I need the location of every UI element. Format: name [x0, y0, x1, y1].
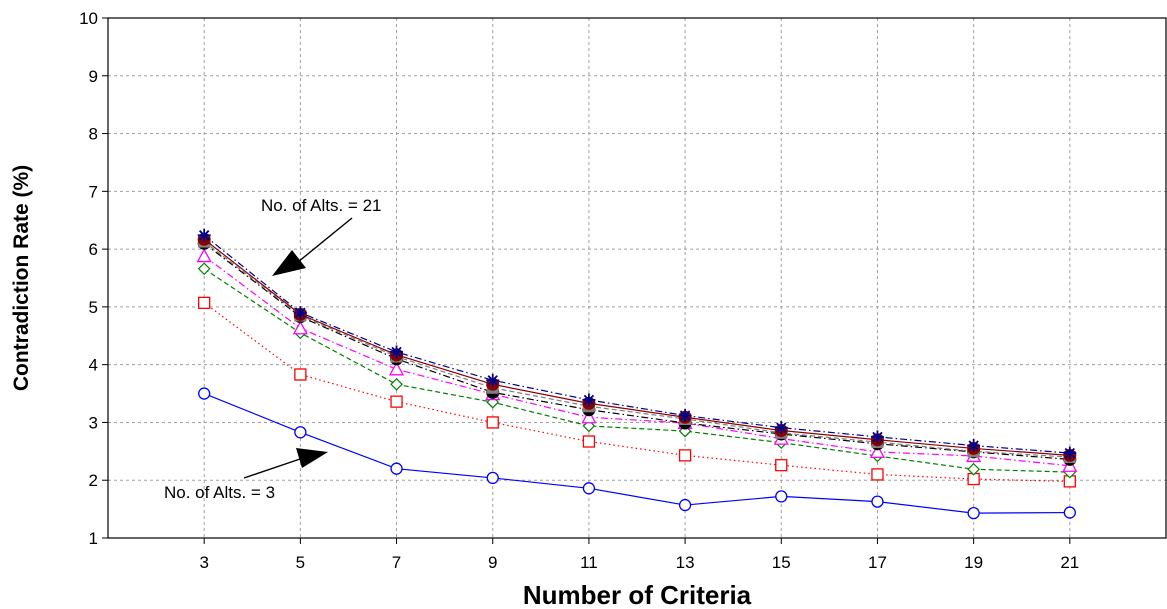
data-point	[390, 462, 403, 475]
data-point	[294, 426, 307, 439]
data-point	[292, 320, 308, 335]
data-point	[197, 262, 211, 276]
data-point	[486, 471, 499, 485]
x-tick-label: 5	[296, 553, 305, 572]
data-point	[678, 498, 692, 512]
x-tick-label: 3	[199, 553, 208, 572]
y-axis: 1 2 3 4 5 6 7 8 9 10	[79, 9, 108, 548]
grid	[108, 18, 1166, 538]
data-point	[775, 490, 788, 503]
data-point	[967, 439, 981, 453]
x-tick-label: 9	[488, 553, 497, 572]
y-tick-label: 9	[89, 67, 98, 86]
series-line	[203, 392, 1070, 514]
series-line	[203, 268, 1070, 473]
data-point	[774, 421, 788, 435]
y-tick-label: 3	[89, 413, 98, 432]
x-tick-label: 7	[392, 553, 401, 572]
y-tick-label: 7	[89, 182, 98, 201]
series-line	[203, 234, 1070, 454]
y-tick-label: 6	[89, 240, 98, 259]
data-point	[871, 468, 884, 481]
series-line	[203, 242, 1070, 461]
data-point	[967, 462, 980, 476]
series-0	[198, 387, 1076, 520]
data-point	[871, 495, 884, 508]
series-3	[196, 248, 1078, 472]
data-point	[775, 459, 788, 472]
y-tick-label: 8	[89, 125, 98, 144]
data-point	[390, 395, 403, 408]
data-point	[197, 228, 211, 242]
x-tick-label: 17	[868, 553, 887, 572]
annotation-alts-21: No. of Alts. = 21	[261, 196, 382, 215]
data-point	[869, 444, 886, 459]
series-6	[197, 232, 1077, 462]
data-point	[294, 368, 307, 381]
data-point	[486, 416, 499, 429]
x-tick-label: 11	[580, 553, 598, 572]
data-point	[198, 296, 211, 309]
data-point	[198, 387, 211, 400]
annotation-alts-3: No. of Alts. = 3	[164, 483, 275, 502]
data-point	[388, 361, 405, 376]
y-axis-label: Contradiction Rate (%)	[10, 165, 33, 391]
series-4	[197, 236, 1077, 466]
series-line	[203, 238, 1070, 456]
x-axis: 3 5 7 9 11 13 15 17 19 21	[199, 538, 1079, 572]
series-line	[203, 241, 1070, 458]
series-5	[198, 235, 1076, 464]
series	[196, 228, 1078, 520]
data-point	[678, 449, 692, 462]
x-tick-label: 21	[1060, 553, 1079, 572]
data-point	[582, 393, 596, 407]
annotation-arrow-shaft-3	[243, 458, 301, 479]
data-point	[1063, 506, 1076, 519]
data-point	[581, 409, 597, 424]
data-point	[196, 248, 212, 263]
data-point	[678, 409, 692, 423]
x-tick-label: 15	[772, 553, 791, 572]
x-tick-label: 13	[676, 553, 695, 572]
series-line	[203, 302, 1070, 482]
annotation-arrow-head-21	[272, 250, 306, 276]
series-1	[198, 296, 1076, 488]
y-tick-label: 2	[89, 471, 98, 490]
plot-frame	[107, 17, 1167, 539]
annotation-arrow-head-3	[296, 448, 328, 468]
data-point	[1063, 446, 1077, 460]
x-axis-label: Number of Criteria	[523, 580, 752, 609]
y-tick-label: 4	[89, 356, 98, 375]
data-point	[582, 482, 596, 495]
y-tick-label: 1	[89, 529, 98, 548]
y-tick-label: 5	[89, 298, 98, 317]
data-point	[967, 507, 980, 520]
data-point	[582, 435, 596, 448]
series-line	[203, 255, 1070, 467]
data-point	[390, 345, 404, 359]
series-7	[197, 228, 1077, 460]
x-tick-label: 19	[964, 553, 983, 572]
data-point	[486, 373, 500, 387]
annotation-arrow-shaft-21	[297, 217, 353, 263]
data-point	[390, 377, 403, 391]
y-tick-label: 10	[79, 9, 98, 28]
data-point	[293, 306, 307, 320]
data-point	[870, 430, 884, 444]
